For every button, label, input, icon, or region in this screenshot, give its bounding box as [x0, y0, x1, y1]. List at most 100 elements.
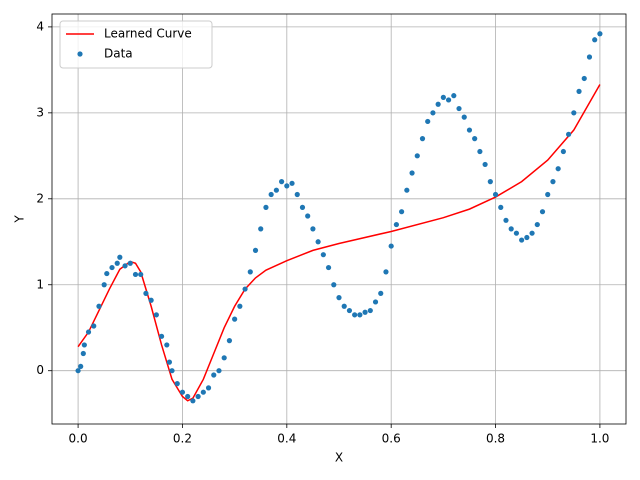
legend-box — [59, 20, 213, 69]
x-axis-label: X — [335, 451, 343, 465]
data-point — [597, 31, 603, 37]
data-point — [367, 307, 373, 314]
data-point — [482, 161, 488, 168]
y-tick-label: 3 — [36, 105, 44, 119]
data-point — [362, 309, 368, 315]
data-point — [122, 263, 128, 269]
data-point — [404, 187, 410, 193]
data-point — [205, 385, 212, 391]
data-point — [378, 290, 384, 296]
data-point — [273, 187, 279, 193]
grid — [52, 14, 626, 424]
x-tick-label: 0.8 — [486, 432, 505, 446]
data-point — [456, 105, 462, 112]
data-point — [263, 204, 269, 210]
data-point — [305, 213, 311, 219]
data-point — [466, 127, 473, 133]
data-point — [289, 180, 295, 186]
data-point — [435, 101, 441, 107]
data-point — [352, 312, 358, 318]
data-point — [472, 136, 478, 142]
data-point — [393, 221, 399, 228]
data-point — [143, 290, 149, 296]
data-point — [185, 393, 191, 400]
data-point — [104, 270, 110, 277]
data-point — [341, 303, 347, 309]
y-axis-label: Y — [13, 215, 27, 224]
data-point — [310, 226, 316, 232]
data-point — [586, 54, 593, 60]
data-point — [247, 269, 253, 275]
data-point — [571, 110, 577, 116]
y-tick-label: 2 — [36, 191, 44, 205]
data-point — [315, 239, 321, 245]
y-tick-label: 1 — [36, 277, 44, 291]
x-tick-label: 1.0 — [590, 432, 609, 446]
data-point — [164, 342, 170, 348]
data-point — [237, 303, 243, 309]
data-point — [279, 179, 285, 185]
data-point — [451, 93, 457, 99]
data-point — [566, 131, 572, 137]
data-point — [336, 295, 342, 301]
data-point — [539, 209, 546, 215]
data-point — [284, 183, 290, 189]
data-point — [529, 230, 535, 236]
data-point — [461, 114, 467, 120]
x-tick-label: 0.6 — [382, 432, 401, 446]
data-point — [216, 368, 222, 374]
data-point — [211, 372, 217, 378]
data-point — [419, 136, 426, 142]
data-point — [592, 37, 598, 43]
data-point — [331, 282, 337, 288]
data-point — [513, 230, 520, 236]
data-point — [299, 204, 306, 210]
data-point — [414, 153, 420, 159]
data-point — [81, 342, 87, 348]
data-point — [534, 221, 540, 228]
data-point — [294, 191, 300, 198]
axes-frame — [51, 13, 627, 425]
data-point — [550, 179, 556, 185]
x-tick-label: 0.2 — [173, 432, 192, 446]
data-point — [268, 191, 274, 198]
data-point — [221, 355, 227, 361]
data-point — [174, 381, 180, 387]
data-point — [498, 204, 504, 210]
legend-label: Learned Curve — [104, 27, 192, 41]
data-point — [109, 264, 115, 271]
data-point — [85, 329, 92, 335]
data-point — [409, 170, 415, 176]
x-tick-label: 0.4 — [277, 432, 296, 446]
data-point — [153, 312, 159, 318]
data-point — [138, 271, 144, 278]
data-point — [158, 333, 165, 339]
data-point — [166, 359, 173, 365]
data-point — [117, 254, 123, 260]
data-point — [200, 389, 206, 395]
data-point — [560, 148, 566, 155]
data-point — [388, 243, 394, 249]
data-point — [383, 269, 389, 275]
data-point — [440, 94, 446, 100]
data-point — [508, 226, 514, 232]
data-point — [357, 312, 363, 318]
data-point — [132, 271, 139, 278]
data-point — [148, 297, 154, 303]
data-point — [242, 286, 248, 292]
data-point — [430, 110, 436, 116]
data-point — [169, 368, 175, 374]
data-point — [91, 323, 97, 329]
data-point — [519, 237, 525, 243]
legend-marker — [77, 51, 83, 57]
data-point — [258, 226, 264, 232]
data-point — [101, 282, 107, 288]
data-point — [78, 363, 84, 370]
data-point — [425, 118, 431, 125]
data-point — [190, 398, 196, 404]
data-point — [492, 191, 499, 198]
data-point — [226, 338, 233, 344]
data-point — [252, 247, 259, 253]
data-point — [195, 393, 201, 400]
